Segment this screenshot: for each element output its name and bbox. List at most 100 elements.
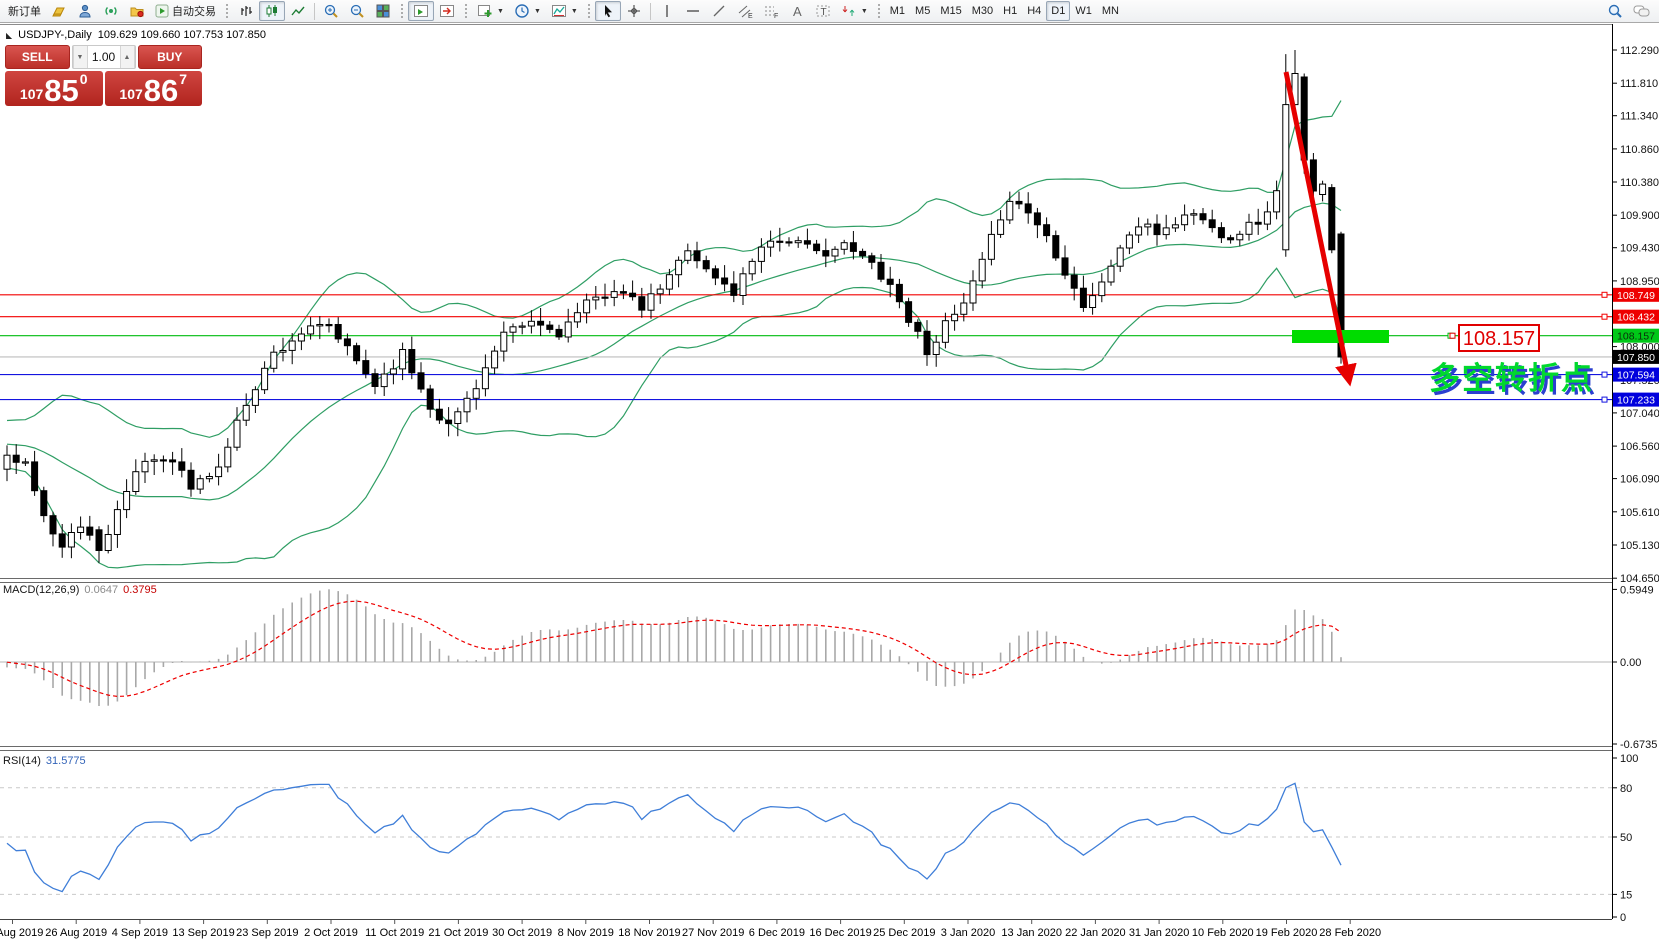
text-tool-button[interactable]: A (784, 1, 810, 21)
candlestick-chart-button[interactable] (259, 1, 285, 21)
svg-text:15: 15 (1620, 889, 1632, 901)
main-toolbar: 新订单 自动交易 ▼ ▼ ▼ E F A T ▼ M1 M5 M15 M30 H… (0, 0, 1659, 23)
zoom-in-button[interactable] (318, 1, 344, 21)
rsi-indicator-label: RSI(14) 31.5775 (3, 755, 86, 767)
svg-text:106.560: 106.560 (1620, 441, 1659, 453)
macd-main-value: 0.0647 (84, 584, 119, 596)
chevron-down-icon: ▼ (570, 7, 578, 15)
horizontal-levels-layer[interactable] (0, 291, 1612, 403)
svg-text:13 Sep 2019: 13 Sep 2019 (172, 927, 234, 939)
timeframe-mn[interactable]: MN (1101, 5, 1119, 17)
rsi-name: RSI(14) (3, 755, 41, 767)
fibonacci-tool-button[interactable]: F (758, 1, 784, 21)
arrows-tool-button[interactable]: ▼ (836, 1, 873, 21)
equidistant-channel-tool-button[interactable]: E (732, 1, 758, 21)
sell-button[interactable]: SELL (5, 45, 70, 69)
volume-value[interactable]: 1.00 (91, 50, 116, 64)
axis-price-badge (1613, 287, 1659, 302)
period-clock-button[interactable]: ▼ (509, 1, 546, 21)
buy-button[interactable]: BUY (137, 45, 202, 69)
buy-price-display[interactable]: 107 86 7 (104, 71, 202, 106)
new-chart-button[interactable]: ▼ (472, 1, 509, 21)
toolbar-grip (400, 3, 404, 19)
svg-text:E: E (748, 13, 753, 19)
svg-text:8 Nov 2019: 8 Nov 2019 (558, 927, 614, 939)
horizontal-line-tool-button[interactable] (680, 1, 706, 21)
svg-text:106.090: 106.090 (1620, 474, 1659, 486)
buy-price-prefix: 107 (119, 86, 143, 102)
svg-text:0.00: 0.00 (1620, 657, 1641, 669)
svg-text:15 Aug 2019: 15 Aug 2019 (0, 927, 43, 939)
toolbar-separator (314, 2, 315, 20)
level-handle[interactable] (1601, 291, 1608, 298)
line-chart-button[interactable] (285, 1, 311, 21)
svg-text:19 Feb 2020: 19 Feb 2020 (1256, 927, 1318, 939)
chart-shift-button[interactable] (434, 1, 460, 21)
timeframe-h4[interactable]: H4 (1027, 5, 1042, 17)
axis-price-badge (1613, 328, 1659, 343)
timeframe-h1[interactable]: H1 (1003, 5, 1018, 17)
auto-scroll-button[interactable] (408, 1, 434, 21)
svg-text:6 Dec 2019: 6 Dec 2019 (749, 927, 805, 939)
svg-text:0.5949: 0.5949 (1620, 584, 1654, 596)
folder-alert-icon[interactable] (124, 1, 150, 21)
indicators-button[interactable]: ▼ (546, 1, 583, 21)
cursor-tool-button[interactable] (594, 1, 621, 21)
svg-text:18 Nov 2019: 18 Nov 2019 (618, 927, 680, 939)
tile-windows-button[interactable] (370, 1, 396, 21)
vertical-line-tool-button[interactable] (654, 1, 680, 21)
axis-price-badge (1613, 349, 1659, 364)
svg-text:112.290: 112.290 (1620, 45, 1659, 57)
trendline-tool-button[interactable] (706, 1, 732, 21)
level-handle[interactable] (1601, 371, 1608, 378)
new-order-button[interactable]: 新订单 (3, 1, 46, 21)
svg-text:多空转折点: 多空转折点 (1432, 364, 1597, 399)
timeframe-m1[interactable]: M1 (889, 5, 906, 17)
annotation-trend-arrow[interactable] (1283, 71, 1357, 387)
chat-icon[interactable] (1628, 1, 1656, 21)
sell-price-display[interactable]: 107 85 0 (5, 71, 103, 106)
zoom-out-button[interactable] (344, 1, 370, 21)
candles-layer (3, 50, 1345, 563)
axis-price-badge (1613, 309, 1659, 324)
new-order-label: 新订单 (8, 6, 41, 18)
svg-text:110.860: 110.860 (1620, 144, 1659, 156)
level-handle[interactable] (1601, 396, 1608, 403)
gold-ingot-icon[interactable] (46, 1, 72, 21)
search-icon[interactable] (1602, 1, 1628, 21)
axis-price-badge (1613, 392, 1659, 407)
timeframe-m30[interactable]: M30 (971, 5, 994, 17)
person-icon[interactable] (72, 1, 98, 21)
svg-text:108.432: 108.432 (1617, 312, 1655, 324)
bar-chart-button[interactable] (233, 1, 259, 21)
volume-down-button[interactable]: ▼ (72, 46, 88, 68)
svg-text:100: 100 (1620, 753, 1638, 765)
svg-text:31 Jan 2020: 31 Jan 2020 (1129, 927, 1190, 939)
crosshair-tool-button[interactable] (621, 1, 647, 21)
svg-text:23 Sep 2019: 23 Sep 2019 (236, 927, 298, 939)
svg-text:25 Dec 2019: 25 Dec 2019 (873, 927, 935, 939)
svg-text:22 Jan 2020: 22 Jan 2020 (1065, 927, 1126, 939)
broadcast-icon[interactable] (98, 1, 124, 21)
timeframe-w1[interactable]: W1 (1075, 5, 1092, 17)
text-label-tool-button[interactable]: T (810, 1, 836, 21)
auto-trading-button[interactable]: 自动交易 (150, 1, 221, 21)
level-handle[interactable] (1601, 313, 1608, 320)
auto-trading-label: 自动交易 (172, 6, 216, 18)
ohlc-values: 109.629 109.660 107.753 107.850 (97, 29, 266, 41)
svg-text:多空转折点: 多空转折点 (1429, 361, 1594, 396)
price-axis[interactable]: 112.290 111.810 111.340 110.860 110.380 109.9… (1612, 24, 1659, 924)
annotation-price-label-box[interactable]: 108.157 (1449, 324, 1540, 352)
toolbar-grip (586, 3, 591, 19)
volume-stepper[interactable]: ▼ 1.00 ▲ (71, 45, 136, 69)
timeframe-m15[interactable]: M15 (940, 5, 962, 17)
volume-up-button[interactable]: ▲ (119, 46, 135, 68)
macd-layer (0, 589, 1612, 706)
timeframe-m5[interactable]: M5 (915, 5, 931, 17)
timeframe-d1[interactable]: D1 (1046, 1, 1071, 21)
svg-text:109.430: 109.430 (1620, 243, 1659, 255)
sell-price-pip: 0 (79, 71, 88, 87)
